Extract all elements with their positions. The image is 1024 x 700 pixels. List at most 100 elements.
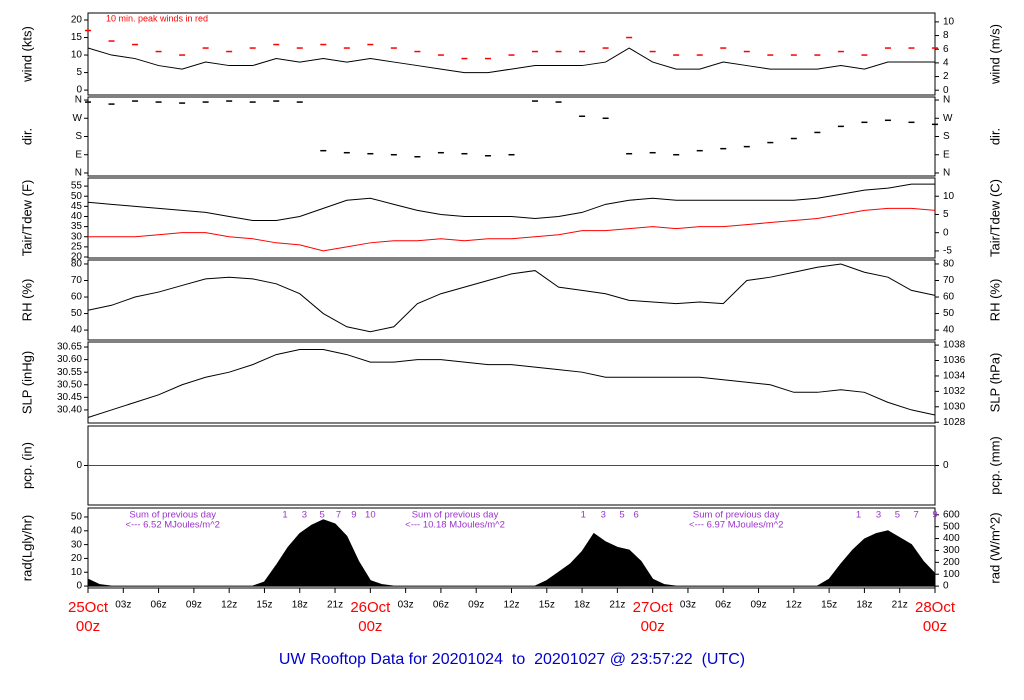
y-tick-label: 10 [71,50,83,61]
top-label: 9 [932,510,937,521]
y-tick-label: 30.65 [57,342,82,353]
annotation: 10 min. peak winds in red [106,13,208,23]
y2-tick-label: 0 [943,460,949,471]
y2-tick-label: 50 [943,308,955,319]
day-label: 27Oct [633,599,674,616]
y-tick-label: 30 [71,231,83,242]
x-tick-label: 15z [539,600,555,611]
y2-tick-label: 6 [943,44,949,55]
top-label: 7 [336,510,341,521]
y-tick-label: 45 [71,201,83,212]
y-axis-label: Tair/Tdew (F) [19,180,34,257]
y2-tick-label: 80 [943,259,955,270]
y-tick-label: 40 [71,211,83,222]
top-label: 3 [302,510,307,521]
x-tick-label: 21z [892,600,908,611]
x-tick-label: 09z [186,600,202,611]
panel-frame [87,341,936,424]
y2-tick-label: 500 [943,521,960,532]
y2-tick-label: 400 [943,533,960,544]
panel-frame [87,177,936,259]
y-tick-label: W [73,113,83,124]
y-tick-label: N [75,168,82,179]
top-label: 3 [876,510,881,521]
y2-axis-label: SLP (hPa) [987,353,1002,413]
y2-tick-label: 100 [943,569,960,580]
y-tick-label: 55 [71,181,83,192]
x-tick-label: 12z [221,600,237,611]
day-label: 28Oct [915,599,956,616]
y-tick-label: 0 [76,460,82,471]
x-tick-label: 18z [856,600,872,611]
x-tick-label: 12z [503,600,519,611]
y2-tick-label: 1030 [943,401,966,412]
y2-axis-label: Tair/Tdew (C) [987,179,1002,257]
y2-axis-label: dir. [987,128,1002,145]
x-tick-label: 21z [609,600,625,611]
y2-tick-label: 4 [943,58,949,69]
y2-tick-label: 40 [943,325,955,336]
y2-tick-label: 0 [943,227,949,238]
x-tick-label: 03z [680,600,696,611]
y2-tick-label: -5 [943,246,952,257]
top-label: 3 [601,510,606,521]
y2-tick-label: 10 [943,17,955,28]
top-label: 1 [282,510,287,521]
y2-tick-label: W [943,113,953,124]
top-label: 5 [895,510,900,521]
y-tick-label: 40 [71,325,83,336]
top-label: 10 [365,510,376,521]
top-label: 7 [914,510,919,521]
sum-value: <--- 10.18 MJoules/m^2 [405,520,505,531]
y2-tick-label: 0 [943,581,949,592]
y-axis-label: pcp. (in) [19,442,34,489]
y-tick-label: 20 [71,553,83,564]
y-tick-label: 30.40 [57,405,82,416]
y-tick-label: 40 [71,525,83,536]
y-tick-label: 0 [76,581,82,592]
y-tick-label: 25 [71,242,83,253]
x-tick-label: 15z [821,600,837,611]
y2-tick-label: 1032 [943,386,966,397]
x-tick-label: 06z [151,600,167,611]
x-tick-label: 00z [641,618,665,635]
top-label: 1 [856,510,861,521]
y2-tick-label: 5 [943,209,949,220]
x-tick-label: 00z [76,618,100,635]
top-label: 5 [619,510,624,521]
footer-title: UW Rooftop Data for 20201024 to 20201027… [279,651,745,668]
x-tick-label: 21z [327,600,343,611]
y2-tick-label: 0 [943,85,949,96]
y-axis-label: SLP (inHg) [19,351,34,414]
y2-tick-label: N [943,95,950,106]
y-tick-label: 50 [71,308,83,319]
x-tick-label: 06z [715,600,731,611]
y-tick-label: E [75,149,82,160]
y-tick-label: 70 [71,275,83,286]
y2-axis-label: pcp. (mm) [987,436,1002,495]
series-line [88,207,936,252]
y-axis-label: dir. [19,128,34,145]
y2-tick-label: S [943,131,950,142]
sum-value: <--- 6.52 MJoules/m^2 [125,520,219,531]
sum-label: Sum of previous day [693,510,780,521]
y-tick-label: 5 [76,67,82,78]
panel-frame [87,96,936,177]
series-line [87,263,936,333]
panel-frame [87,12,936,96]
y-tick-label: 30.55 [57,367,82,378]
y2-axis-label: wind (m/s) [987,24,1002,85]
y2-tick-label: 70 [943,275,955,286]
series-line [87,349,936,418]
y-tick-label: N [75,95,82,106]
y2-tick-label: 1028 [943,417,966,428]
series-area [87,519,936,587]
y-tick-label: 35 [71,221,83,232]
series-line [87,47,935,74]
y2-tick-label: 60 [943,292,955,303]
y2-tick-label: 8 [943,30,949,41]
x-tick-label: 00z [923,618,947,635]
y-tick-label: 50 [71,191,83,202]
x-tick-label: 12z [786,600,802,611]
